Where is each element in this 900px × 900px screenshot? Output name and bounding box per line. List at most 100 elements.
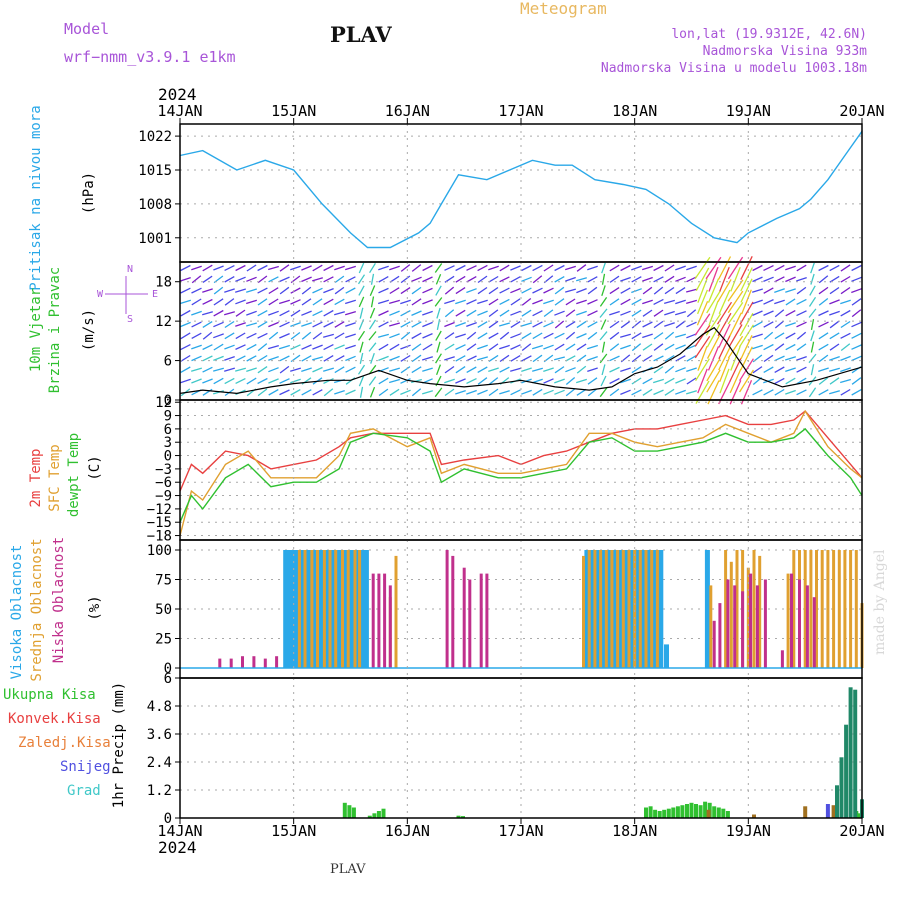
wind-arrow — [840, 286, 851, 295]
wind-arrow — [488, 275, 499, 283]
wind-arrow — [829, 355, 840, 361]
wind-arrow — [400, 344, 411, 350]
wind-arrow — [785, 343, 796, 351]
cloud-bar — [283, 550, 289, 668]
wind-arrow — [521, 389, 532, 395]
wind-arrow — [705, 256, 722, 280]
cloud-bar — [812, 597, 816, 668]
wind-arrow — [290, 378, 301, 384]
cloud-ylabel-2: Srednja Oblacnost — [29, 538, 45, 681]
wind-arrow — [334, 321, 345, 328]
wind-arrow — [705, 313, 722, 336]
cloud-bar — [451, 555, 455, 668]
wind-arrow — [246, 332, 257, 339]
wind-arrow — [466, 331, 477, 340]
wind-arrow — [422, 310, 433, 316]
wind-arrow — [257, 377, 268, 385]
wind-arrow — [180, 354, 191, 362]
wind-arrow — [180, 378, 191, 384]
cloud-bar — [318, 550, 324, 668]
wind-arrow — [521, 332, 532, 340]
cloud-bar — [786, 573, 790, 668]
wind-arrow — [370, 296, 375, 308]
cloud-ytick-label: 25 — [155, 632, 172, 648]
wind-arrow — [268, 378, 279, 384]
wind-arrow — [774, 388, 785, 396]
precip-bar — [461, 816, 465, 818]
wind-arrow — [521, 297, 532, 306]
cloud-bar — [655, 550, 659, 668]
wind-arrow — [444, 343, 455, 351]
wind-arrow — [809, 285, 816, 296]
wind-arrow — [235, 367, 246, 372]
wind-arrow — [565, 288, 576, 293]
wind-arrow — [686, 265, 697, 271]
wind-arrow — [587, 344, 598, 350]
wind-arrow — [631, 276, 642, 283]
wind-arrow — [257, 287, 268, 294]
cloud-bar — [627, 550, 631, 668]
date-bottom-label: 15JAN — [271, 822, 316, 840]
wind-arrow — [532, 354, 543, 363]
temp-ylabel-1: 2m Temp — [28, 448, 44, 507]
wind-arrow — [706, 335, 721, 359]
wind-arrow — [851, 309, 862, 318]
wind-arrow — [587, 276, 598, 283]
cloud-bar — [305, 550, 311, 668]
wind-arrow — [543, 287, 554, 294]
wind-arrow — [664, 331, 675, 340]
wind-arrow — [532, 388, 543, 396]
wind-arrow — [301, 286, 312, 295]
wind-arrow — [840, 367, 851, 373]
wind-arrow — [565, 298, 576, 306]
wind-arrow — [727, 290, 744, 314]
wind-arrow — [707, 278, 720, 303]
wind-arrow — [675, 287, 686, 295]
wind-arrow — [774, 377, 785, 385]
wind-arrow — [739, 324, 754, 348]
wind-arrow — [312, 321, 323, 328]
wind-arrow — [796, 377, 807, 385]
cloud-bar — [286, 550, 292, 668]
wind-arrow — [358, 375, 365, 387]
wind-arrow — [422, 367, 433, 372]
wind-arrow — [378, 377, 389, 385]
wind-arrow — [675, 333, 686, 338]
cloud-bar — [275, 656, 279, 668]
wind-arrow — [565, 331, 576, 340]
date-bottom-label: 14JAN — [157, 822, 202, 840]
wind-arrow — [521, 264, 532, 272]
date-bottom-label: 17JAN — [498, 822, 543, 840]
wind-arrow — [466, 288, 477, 294]
wind-arrow — [202, 355, 213, 362]
wind-arrow — [235, 276, 246, 283]
wind-arrow — [334, 298, 345, 306]
wind-arrow — [840, 343, 851, 352]
wind-arrow — [202, 298, 213, 305]
precip-ylabel: 1hr Precip (mm) — [111, 682, 127, 808]
wind-arrow — [224, 276, 235, 283]
cloud-bar — [263, 658, 267, 668]
wind-arrow — [455, 309, 466, 317]
wind-arrow — [532, 275, 543, 284]
wind-arrow — [358, 262, 365, 274]
precip-bar — [825, 804, 830, 818]
wind-arrow — [675, 378, 686, 384]
wind-arrow — [599, 308, 608, 318]
compass-w: W — [97, 289, 104, 300]
wind-arrow — [631, 343, 642, 352]
wind-arrow — [543, 264, 554, 272]
wind-arrow — [752, 333, 763, 339]
date-bottom-label: 20JAN — [839, 822, 884, 840]
wind-arrow — [235, 264, 246, 272]
cloud-bar — [803, 550, 807, 668]
precip-legend-item: Zaledj.Kisa — [18, 735, 111, 751]
wind-arrow — [389, 378, 400, 384]
wind-arrow — [488, 320, 499, 329]
wind-arrow — [599, 387, 608, 398]
wind-arrow — [301, 265, 312, 271]
wind-arrow — [378, 265, 389, 271]
wind-arrow — [368, 364, 377, 375]
wind-arrow — [554, 332, 565, 339]
wind-arrow — [565, 377, 576, 385]
